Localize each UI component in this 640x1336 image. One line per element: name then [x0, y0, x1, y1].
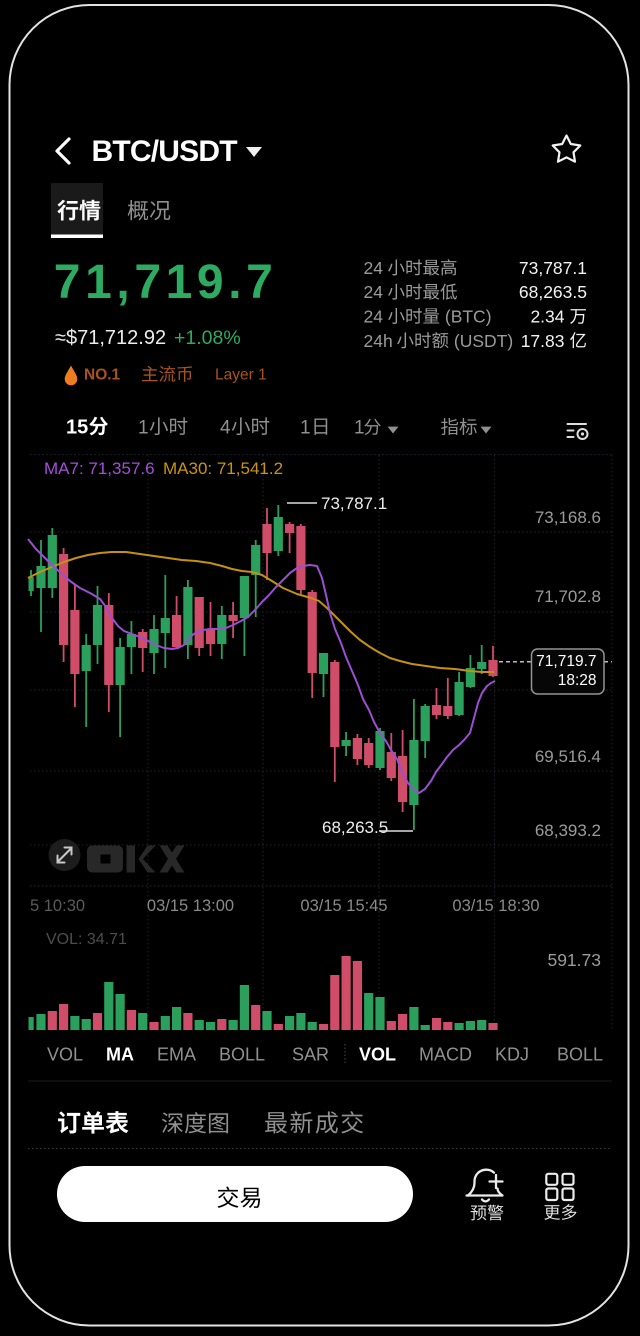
svg-text:15: 15 — [66, 417, 88, 439]
svg-text:VOL: VOL — [47, 1045, 83, 1065]
svg-text:03/15 15:45: 03/15 15:45 — [300, 897, 387, 915]
svg-text:591.73: 591.73 — [547, 950, 601, 970]
svg-text:71,719.7: 71,719.7 — [536, 653, 596, 670]
svg-text:03/15 13:00: 03/15 13:00 — [147, 897, 234, 915]
svg-text:2.34: 2.34 — [530, 307, 564, 327]
svg-text:71,719.7: 71,719.7 — [54, 256, 278, 309]
svg-text:KDJ: KDJ — [495, 1045, 529, 1065]
svg-text:03/15 18:30: 03/15 18:30 — [452, 897, 539, 915]
svg-text:68,263.5: 68,263.5 — [322, 818, 388, 837]
svg-text:MACD: MACD — [419, 1045, 472, 1065]
svg-text:VOL: 34.71: VOL: 34.71 — [46, 931, 127, 948]
svg-text:Layer 1: Layer 1 — [215, 367, 267, 384]
svg-text:≈$71,712.92: ≈$71,712.92 — [55, 327, 166, 349]
svg-text:BOLL: BOLL — [219, 1045, 265, 1065]
svg-text:24: 24 — [364, 258, 384, 278]
svg-text:BOLL: BOLL — [557, 1045, 603, 1065]
svg-text:1: 1 — [138, 418, 149, 439]
svg-text:73,787.1: 73,787.1 — [321, 494, 387, 513]
svg-text:24: 24 — [364, 282, 384, 302]
svg-text:VOL: VOL — [359, 1045, 396, 1065]
svg-text:MA: MA — [106, 1045, 134, 1065]
svg-text:69,516.4: 69,516.4 — [535, 747, 601, 766]
svg-text:(USDT): (USDT) — [449, 331, 513, 351]
svg-text:1: 1 — [354, 418, 365, 439]
svg-text:24h: 24h — [364, 331, 393, 351]
svg-text:BTC/USDT: BTC/USDT — [92, 135, 238, 168]
svg-text:NO.1: NO.1 — [84, 367, 121, 384]
svg-text:SAR: SAR — [292, 1045, 329, 1065]
svg-text:+1.08%: +1.08% — [174, 327, 241, 349]
svg-text:1: 1 — [300, 418, 311, 439]
svg-text:17.83: 17.83 — [521, 331, 565, 351]
svg-text:68,393.2: 68,393.2 — [535, 821, 601, 840]
svg-text:71,702.8: 71,702.8 — [535, 587, 601, 606]
svg-text:73,787.1: 73,787.1 — [519, 258, 587, 278]
svg-text:73,168.6: 73,168.6 — [535, 508, 601, 527]
svg-text:4: 4 — [220, 418, 231, 439]
svg-text:5 10:30: 5 10:30 — [30, 897, 85, 915]
svg-text:MA30: 71,541.2: MA30: 71,541.2 — [163, 459, 283, 478]
svg-text:EMA: EMA — [157, 1045, 196, 1065]
svg-text:68,263.5: 68,263.5 — [519, 282, 587, 302]
svg-text:18:28: 18:28 — [558, 672, 597, 689]
svg-text:MA7: 71,357.6: MA7: 71,357.6 — [44, 459, 155, 478]
svg-text:(BTC): (BTC) — [440, 307, 492, 327]
svg-text:24: 24 — [364, 307, 384, 327]
